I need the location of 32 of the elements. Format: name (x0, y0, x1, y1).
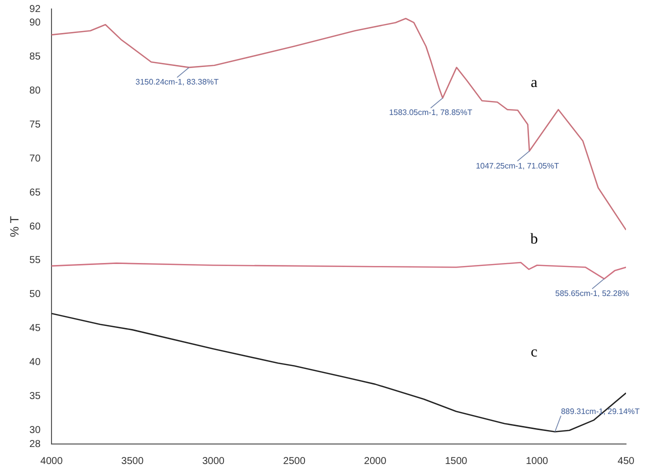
annotation: 585.65cm-1, 52.28% (555, 289, 630, 298)
y-tick-label: 92 (29, 4, 41, 15)
annotation: 1047.25cm-1, 71.05%T (476, 161, 560, 170)
x-tick-label: 3500 (121, 456, 144, 467)
x-tick-label: 2500 (283, 456, 306, 467)
y-tick-label: 28 (29, 438, 41, 450)
y-tick-label: 65 (29, 187, 41, 198)
y-tick-label: 55 (29, 255, 41, 266)
y-tick-label: 70 (29, 153, 41, 164)
y-tick-label: 90 (29, 17, 41, 28)
annotation: 3150.24cm-1, 83.38%T (135, 78, 219, 87)
y-tick-label: 80 (29, 85, 41, 96)
y-tick-label: 30 (29, 425, 41, 436)
annotation: c (530, 344, 538, 361)
x-tick-label: 4000 (40, 456, 64, 467)
y-tick-label: 85 (29, 51, 41, 62)
x-tick-label: 3000 (202, 456, 225, 467)
x-tick-label: 1000 (526, 456, 549, 467)
y-tick-label: 60 (29, 221, 41, 232)
x-tick-label: 450 (618, 456, 635, 467)
annotation: 1583.05cm-1, 78.85%T (389, 108, 472, 118)
annotation: b (530, 231, 538, 248)
annotation: 889.31cm-1, 29.14%T (560, 406, 640, 416)
y-axis-title: % T (8, 215, 22, 238)
y-tick-label: 50 (29, 289, 41, 300)
y-tick-label: 40 (29, 357, 41, 368)
y-tick-label: 75 (29, 119, 41, 130)
x-tick-label: 1500 (444, 456, 468, 467)
y-tick-label: 45 (29, 323, 41, 334)
x-tick-label: 2000 (364, 456, 387, 467)
annotation: a (530, 74, 538, 91)
y-tick-label: 35 (29, 391, 41, 402)
